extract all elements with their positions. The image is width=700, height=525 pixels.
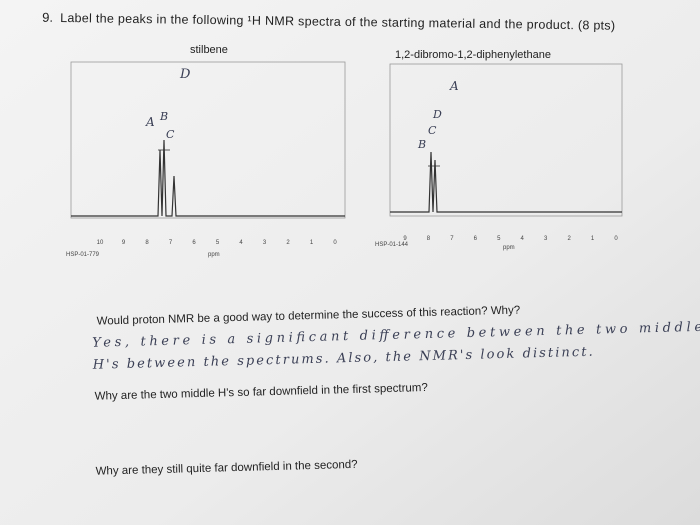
question-number: 9. <box>42 10 53 25</box>
spectrum-code: HSP-01-779 <box>66 252 100 258</box>
spectrum-frame <box>70 61 346 219</box>
axis-tick-label: 5 <box>216 240 220 246</box>
spectrum-frame <box>389 63 623 217</box>
axis-tick-label: 5 <box>497 236 501 242</box>
axis-tick-label: 3 <box>263 240 267 246</box>
axis-tick-label: 2 <box>567 236 571 242</box>
axis-tick-label: 6 <box>474 236 478 242</box>
axis-tick-label: 8 <box>427 236 431 242</box>
handwritten-label: D <box>432 108 442 121</box>
axis-tick-label: 9 <box>403 236 407 242</box>
axis-tick-label: 7 <box>450 236 454 242</box>
axis-tick-label: 4 <box>239 240 243 246</box>
axis-tick-label: 2 <box>286 240 290 246</box>
axis-tick-label: 8 <box>145 240 149 246</box>
axis-tick-label: 7 <box>169 240 173 246</box>
spectrum-trace <box>390 151 622 213</box>
spectrum-code: HSP-01-144 <box>375 242 409 248</box>
axis-tick-label: 0 <box>614 236 618 242</box>
axis-unit: ppm <box>503 245 515 251</box>
handwritten-label: C <box>428 124 437 137</box>
handwritten-label: B <box>417 138 426 151</box>
handwritten-label: D <box>179 67 191 82</box>
axis-tick-label: 3 <box>544 236 548 242</box>
axis-tick-label: 1 <box>310 240 314 246</box>
handwritten-label: A <box>449 79 459 93</box>
handwritten-label: B <box>159 110 168 123</box>
spectrum-name: stilbene <box>190 44 228 56</box>
spectrum-trace <box>71 139 345 217</box>
handwritten-label: A <box>145 115 155 129</box>
axis-tick-label: 9 <box>122 240 126 246</box>
axis-unit: ppm <box>208 252 220 258</box>
axis-tick-label: 4 <box>521 236 525 242</box>
spectrum-name: 1,2-dibromo-1,2-diphenylethane <box>395 49 551 61</box>
axis-tick-label: 0 <box>333 240 337 246</box>
axis-tick-label: 6 <box>192 240 196 246</box>
axis-tick-label: 1 <box>591 236 595 242</box>
axis-tick-label: 10 <box>97 240 104 246</box>
handwritten-label: C <box>166 128 175 141</box>
